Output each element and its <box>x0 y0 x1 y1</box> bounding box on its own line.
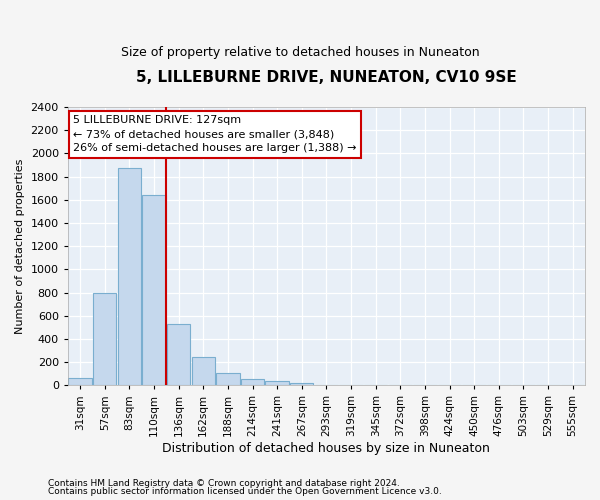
X-axis label: Distribution of detached houses by size in Nuneaton: Distribution of detached houses by size … <box>163 442 490 455</box>
Text: 5 LILLEBURNE DRIVE: 127sqm
← 73% of detached houses are smaller (3,848)
26% of s: 5 LILLEBURNE DRIVE: 127sqm ← 73% of deta… <box>73 116 356 154</box>
Bar <box>315 384 338 386</box>
Bar <box>290 383 313 386</box>
Bar <box>191 358 215 386</box>
Title: 5, LILLEBURNE DRIVE, NUNEATON, CV10 9SE: 5, LILLEBURNE DRIVE, NUNEATON, CV10 9SE <box>136 70 517 85</box>
Text: Contains public sector information licensed under the Open Government Licence v3: Contains public sector information licen… <box>48 487 442 496</box>
Bar <box>118 168 141 386</box>
Bar <box>265 381 289 386</box>
Bar <box>167 324 190 386</box>
Text: Size of property relative to detached houses in Nuneaton: Size of property relative to detached ho… <box>121 46 479 59</box>
Bar <box>241 379 264 386</box>
Y-axis label: Number of detached properties: Number of detached properties <box>15 158 25 334</box>
Bar <box>216 372 239 386</box>
Text: Contains HM Land Registry data © Crown copyright and database right 2024.: Contains HM Land Registry data © Crown c… <box>48 478 400 488</box>
Bar <box>142 195 166 386</box>
Bar <box>93 292 116 386</box>
Bar <box>68 378 92 386</box>
